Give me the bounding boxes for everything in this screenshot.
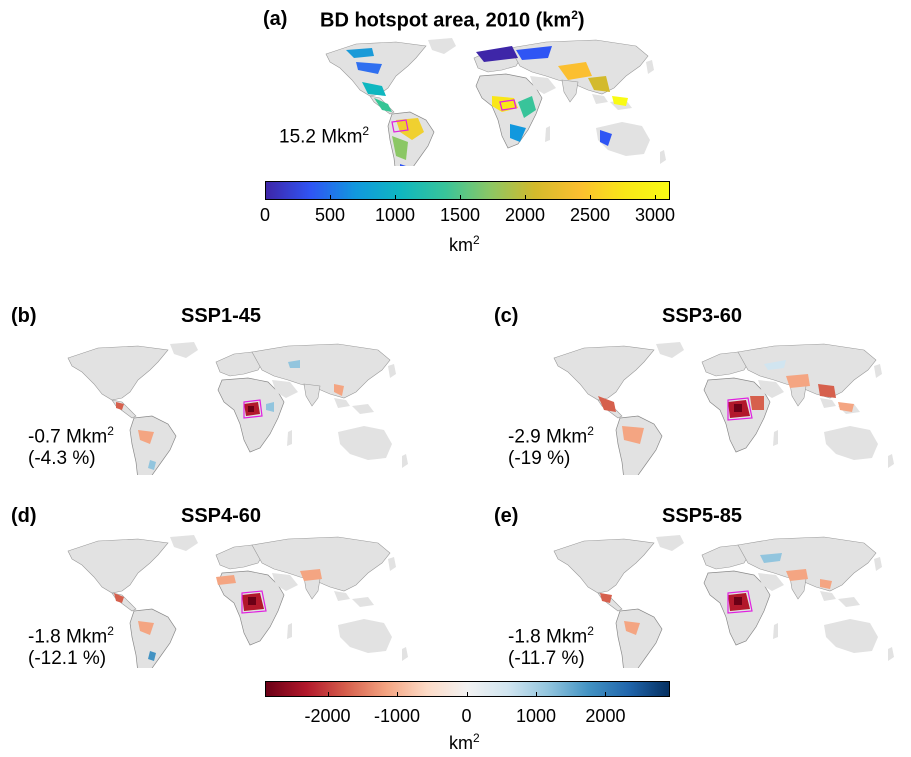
panel-b-change-text: -0.7 Mkm <box>28 426 108 448</box>
panel-a-total-sup: 2 <box>362 124 370 138</box>
panel-c-change-sup: 2 <box>587 424 594 438</box>
colorbar-tick-label: 500 <box>314 205 346 225</box>
diff-overlay-e <box>600 553 832 635</box>
panel-a-title: BD hotspot area, 2010 (km2) <box>320 8 585 33</box>
panel-a-title-sup: 2 <box>571 8 578 22</box>
panel-d-change: -1.8 Mkm2 <box>28 620 114 648</box>
panel-d-change-sup: 2 <box>107 624 114 638</box>
colorbar-a-unit-text: km <box>449 235 473 255</box>
colorbar-tick-mark <box>466 692 468 696</box>
panel-c-label: (c) <box>494 305 519 327</box>
panel-b-stats: -0.7 Mkm2 (-4.3 %) <box>28 420 114 470</box>
panel-b-title: SSP1-45 <box>181 305 262 327</box>
colorbar-tick-label: 3000 <box>634 205 676 225</box>
colorbar-tick-label: 2500 <box>569 205 611 225</box>
colorbar-tick-label: 0 <box>461 706 472 726</box>
colorbar-tick-mark <box>535 692 537 696</box>
colorbar-tick-label: 2000 <box>504 205 546 225</box>
colorbar-tick-mark <box>590 195 591 199</box>
panel-e-change-text: -1.8 Mkm <box>508 626 588 648</box>
panel-c-change-text: -2.9 Mkm <box>508 426 588 448</box>
colorbar-tick-mark <box>525 195 526 199</box>
colorbar-tick-mark <box>265 195 266 199</box>
diff-overlay-d <box>114 569 322 661</box>
panel-c-stats: -2.9 Mkm2 (-19 %) <box>508 420 594 470</box>
colorbar-tick-label: -1000 <box>373 706 421 726</box>
panel-d-change-text: -1.8 Mkm <box>28 626 108 648</box>
panel-b-change: -0.7 Mkm2 <box>28 420 114 448</box>
panel-d-percent: (-12.1 %) <box>28 648 107 670</box>
colorbar-b-unit-sup: 2 <box>473 731 480 745</box>
diff-overlay-b <box>116 360 344 470</box>
colorbar-tick-label: 0 <box>259 205 270 225</box>
panel-d-stats: -1.8 Mkm2 (-12.1 %) <box>28 620 114 670</box>
colorbar-b-unit-text: km <box>449 733 473 753</box>
panel-a-title-close: ) <box>577 9 585 32</box>
panel-c-title: SSP3-60 <box>662 305 743 327</box>
panel-e-percent: (-11.7 %) <box>508 648 585 670</box>
colorbar-a <box>265 181 670 200</box>
map-panel-d <box>67 534 409 668</box>
panel-c-change: -2.9 Mkm2 <box>508 420 594 448</box>
colorbar-a-unit: km2 <box>449 233 480 256</box>
panel-e-label: (e) <box>494 505 519 527</box>
colorbar-tick-mark <box>395 195 396 199</box>
colorbar-tick-label: 1000 <box>374 205 416 225</box>
colorbar-tick-mark <box>327 692 329 696</box>
colorbar-b-unit: km2 <box>449 731 480 754</box>
colorbar-tick-label: 1500 <box>439 205 481 225</box>
colorbar-tick-mark <box>655 195 656 199</box>
panel-d-label: (d) <box>11 505 37 527</box>
map-panel-c <box>553 341 895 475</box>
colorbar-tick-mark <box>460 195 461 199</box>
map-panel-b <box>67 341 409 475</box>
panel-e-change-sup: 2 <box>587 624 594 638</box>
diff-overlay-c <box>598 360 854 444</box>
panel-b-percent: (-4.3 %) <box>28 448 96 470</box>
colorbar-tick-label: -2000 <box>304 706 351 726</box>
panel-b-label: (b) <box>11 305 37 327</box>
panel-e-title: SSP5-85 <box>662 505 743 527</box>
colorbar-tick-label: 2000 <box>585 706 626 726</box>
panel-c-percent: (-19 %) <box>508 448 571 470</box>
colorbar-tick-mark <box>397 692 399 696</box>
colorbar-tick-label: 1000 <box>515 706 556 726</box>
panel-e-change: -1.8 Mkm2 <box>508 620 594 648</box>
panel-d-title: SSP4-60 <box>181 505 262 527</box>
panel-b-change-sup: 2 <box>107 424 114 438</box>
colorbar-a-unit-sup: 2 <box>473 233 480 247</box>
colorbar-tick-mark <box>605 692 607 696</box>
panel-a-total-value: 15.2 Mkm <box>279 126 363 148</box>
panel-a-label: (a) <box>263 8 288 30</box>
colorbar-tick-mark <box>330 195 331 199</box>
colorbar-b <box>265 681 670 697</box>
panel-a-total: 15.2 Mkm2 <box>279 120 369 148</box>
map-panel-e <box>553 534 895 668</box>
panel-a-title-text: BD hotspot area, 2010 (km <box>320 9 572 32</box>
panel-e-stats: -1.8 Mkm2 (-11.7 %) <box>508 620 594 670</box>
